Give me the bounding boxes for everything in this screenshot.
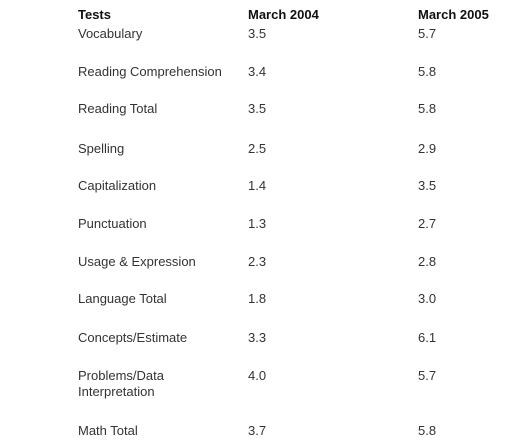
table-row: Spelling 2.5 2.9 [0,141,521,177]
table-row: Reading Comprehension 3.4 5.8 [0,64,521,100]
row-test-name: Usage & Expression [78,254,196,269]
row-test-name: Capitalization [78,178,157,193]
row-score-2004: 3.3 [248,330,267,345]
row-score-2005: 5.7 [418,26,437,41]
row-score-2005: 5.8 [418,101,437,116]
header-march-2004: March 2004 [248,7,319,22]
row-score-2005: 3.0 [418,291,437,306]
row-score-2004: 3.7 [248,423,267,438]
row-score-2005: 2.7 [418,216,437,231]
row-score-2004: 1.4 [248,178,267,193]
table-header-row: Tests March 2004 March 2005 [0,7,521,25]
header-tests: Tests [78,7,111,22]
row-test-name: Vocabulary [78,26,143,41]
row-score-2004: 3.5 [248,101,267,116]
table-row: Language Total 1.8 3.0 [0,291,521,327]
row-test-name: Spelling [78,141,125,156]
row-score-2004: 3.4 [248,64,267,79]
row-score-2004: 1.8 [248,291,267,306]
row-test-name: Concepts/Estimate [78,330,188,345]
header-march-2005: March 2005 [418,7,489,22]
row-test-name: Reading Total [78,101,158,116]
row-test-name: Math Total [78,423,138,438]
row-test-name: Reading Comprehension [78,64,222,79]
table-row: Problems/Data Interpretation 4.0 5.7 [0,368,521,408]
row-test-name: Language Total [78,291,167,306]
row-score-2005: 6.1 [418,330,437,345]
row-score-2005: 3.5 [418,178,437,193]
row-score-2004: 4.0 [248,368,267,383]
table-row: Capitalization 1.4 3.5 [0,178,521,214]
row-score-2005: 2.8 [418,254,437,269]
row-score-2005: 5.8 [418,64,437,79]
row-test-name: Punctuation [78,216,147,231]
row-score-2004: 2.5 [248,141,267,156]
row-score-2005: 2.9 [418,141,437,156]
row-score-2004: 2.3 [248,254,267,269]
table-row: Punctuation 1.3 2.7 [0,216,521,252]
row-score-2004: 3.5 [248,26,267,41]
table-row: Usage & Expression 2.3 2.8 [0,254,521,290]
table-row: Reading Total 3.5 5.8 [0,101,521,137]
row-score-2004: 1.3 [248,216,267,231]
table-row: Vocabulary 3.5 5.7 [0,26,521,62]
table-row: Math Total 3.7 5.8 [0,423,521,443]
row-score-2005: 5.7 [418,368,437,383]
table-row: Concepts/Estimate 3.3 6.1 [0,330,521,366]
row-test-name: Problems/Data Interpretation [78,368,164,399]
row-score-2005: 5.8 [418,423,437,438]
